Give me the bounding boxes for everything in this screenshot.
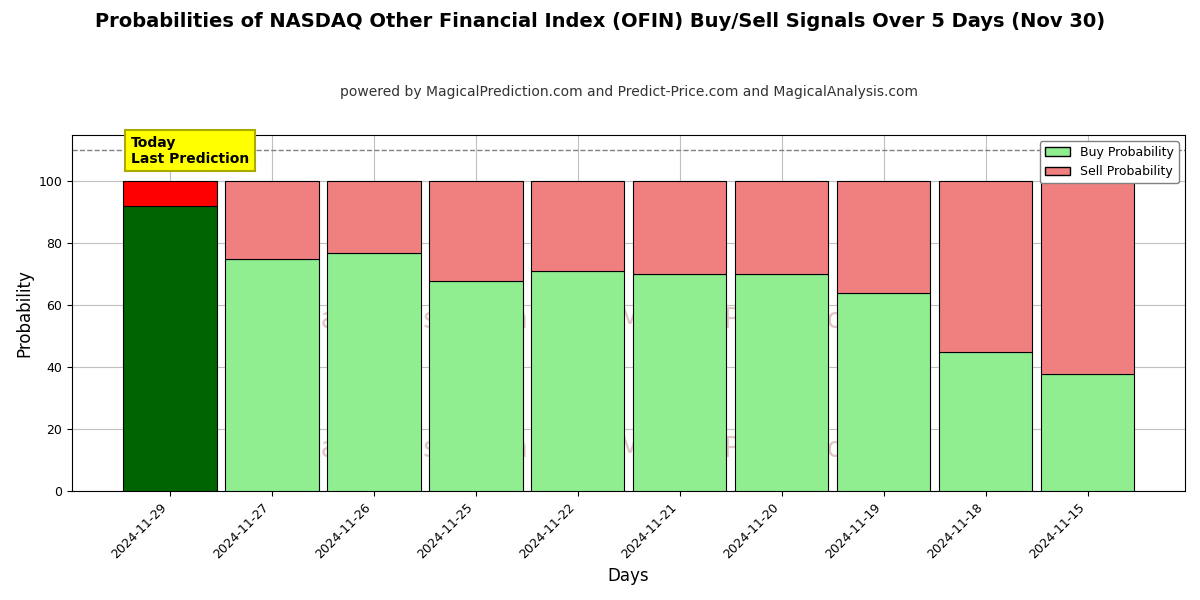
Bar bbox=[224, 181, 318, 259]
Bar bbox=[1040, 374, 1134, 491]
Legend: Buy Probability, Sell Probability: Buy Probability, Sell Probability bbox=[1040, 141, 1178, 184]
Bar bbox=[836, 181, 930, 293]
Bar bbox=[224, 259, 318, 491]
Bar bbox=[326, 253, 420, 491]
Bar bbox=[938, 181, 1032, 352]
Bar bbox=[122, 206, 216, 491]
Y-axis label: Probability: Probability bbox=[16, 269, 34, 357]
Bar bbox=[122, 181, 216, 206]
X-axis label: Days: Days bbox=[607, 567, 649, 585]
Text: MagicalAnalysis.com: MagicalAnalysis.com bbox=[239, 306, 528, 334]
Text: Today
Last Prediction: Today Last Prediction bbox=[131, 136, 250, 166]
Text: Probabilities of NASDAQ Other Financial Index (OFIN) Buy/Sell Signals Over 5 Day: Probabilities of NASDAQ Other Financial … bbox=[95, 12, 1105, 31]
Bar bbox=[530, 181, 624, 271]
Bar bbox=[734, 274, 828, 491]
Bar bbox=[530, 271, 624, 491]
Bar bbox=[1040, 181, 1134, 374]
Bar bbox=[326, 181, 420, 253]
Bar bbox=[938, 352, 1032, 491]
Bar bbox=[632, 274, 726, 491]
Text: MagicalAnalysis.com: MagicalAnalysis.com bbox=[239, 434, 528, 463]
Bar bbox=[632, 181, 726, 274]
Title: powered by MagicalPrediction.com and Predict-Price.com and MagicalAnalysis.com: powered by MagicalPrediction.com and Pre… bbox=[340, 85, 918, 99]
Bar bbox=[734, 181, 828, 274]
Text: MagicalPrediction.com: MagicalPrediction.com bbox=[617, 306, 930, 334]
Bar bbox=[428, 181, 522, 281]
Bar bbox=[836, 293, 930, 491]
Bar bbox=[428, 281, 522, 491]
Text: MagicalPrediction.com: MagicalPrediction.com bbox=[617, 434, 930, 463]
